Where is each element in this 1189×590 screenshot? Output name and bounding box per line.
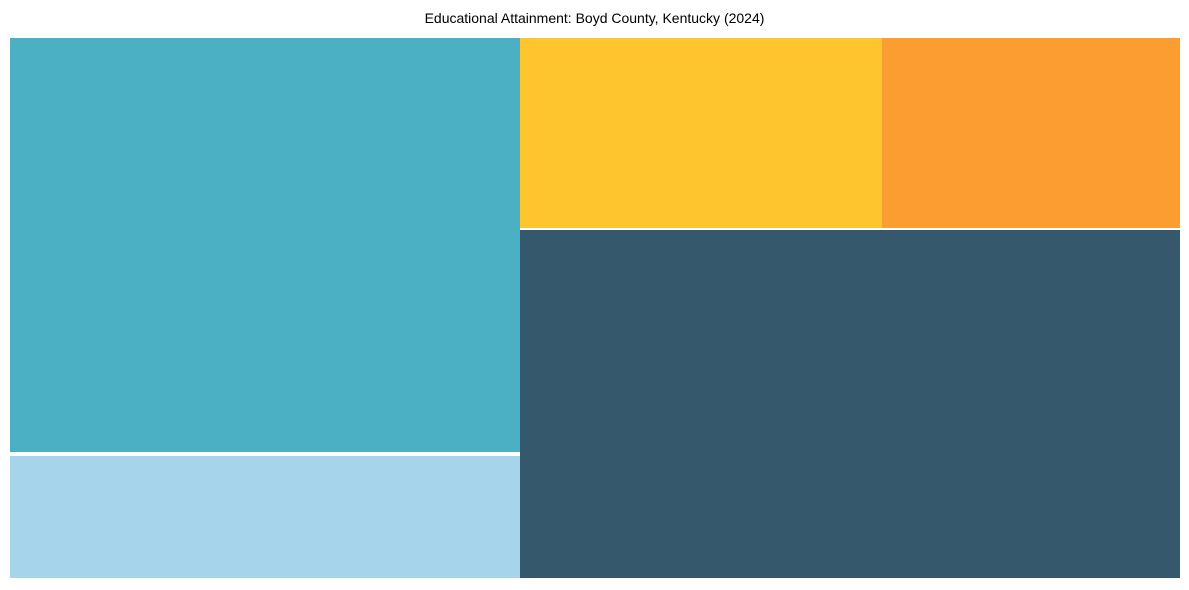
treemap-cell-segment-5[interactable] (520, 230, 1180, 578)
treemap-plot (10, 38, 1180, 578)
treemap-cell-segment-1[interactable] (10, 38, 520, 452)
treemap-cell-segment-4[interactable] (882, 38, 1180, 228)
treemap-cell-segment-3[interactable] (520, 38, 882, 228)
treemap-cell-segment-2[interactable] (10, 456, 520, 578)
chart-title: Educational Attainment: Boyd County, Ken… (424, 10, 765, 26)
